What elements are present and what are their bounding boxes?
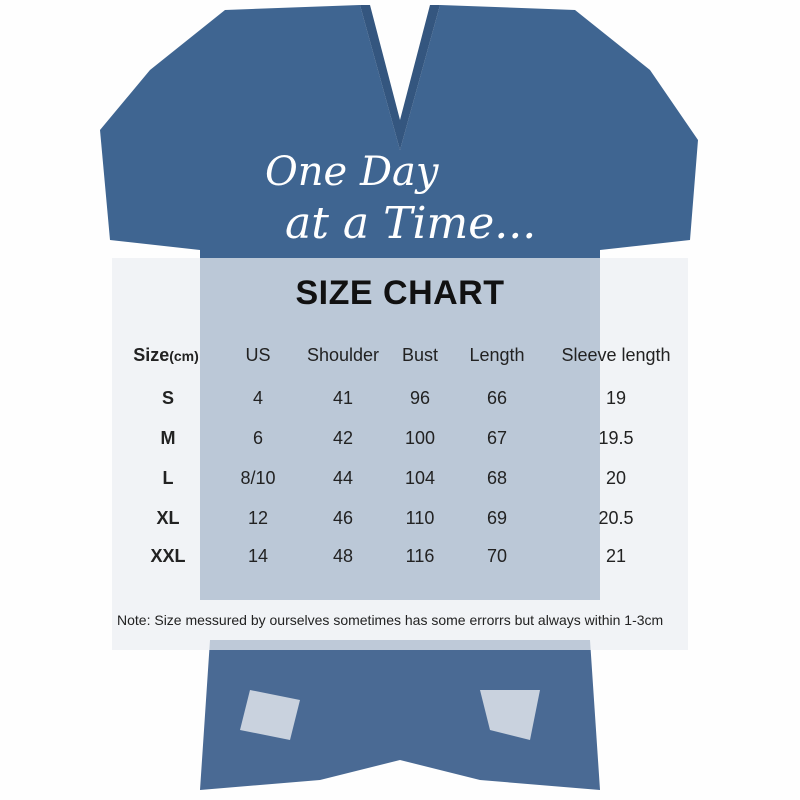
cell-shoulder: 42 — [332, 428, 354, 448]
cell-sleeve: 20 — [605, 468, 627, 488]
shirt-print-line1: One Day — [265, 149, 439, 195]
cell-length: 69 — [486, 508, 508, 528]
header-size-label: Size — [133, 345, 170, 365]
header-size: Size(cm) — [133, 345, 199, 366]
cell-us: 8/10 — [240, 468, 276, 488]
cell-us: 14 — [247, 546, 269, 566]
cell-size: S — [161, 388, 175, 408]
header-us: US — [245, 345, 271, 365]
shirt-print-line2: at a Time... — [285, 198, 537, 249]
header-sleeve-length: Sleeve length — [561, 345, 671, 365]
cell-size: XL — [156, 508, 180, 528]
cell-sleeve: 20.5 — [598, 508, 634, 528]
cell-size: XXL — [150, 546, 186, 566]
cell-size: L — [162, 468, 174, 488]
measurement-note: Note: Size messured by ourselves sometim… — [117, 612, 664, 628]
cell-length: 67 — [486, 428, 508, 448]
header-size-unit: (cm) — [169, 348, 199, 364]
cell-shoulder: 46 — [332, 508, 354, 528]
cell-shoulder: 41 — [332, 388, 354, 408]
cell-length: 66 — [486, 388, 508, 408]
header-bust: Bust — [401, 345, 439, 365]
header-length: Length — [469, 345, 525, 365]
cell-bust: 96 — [409, 388, 431, 408]
cell-shoulder: 48 — [332, 546, 354, 566]
size-chart-panel — [112, 258, 688, 650]
cell-us: 4 — [252, 388, 264, 408]
cell-bust: 104 — [404, 468, 436, 488]
shorts-image — [200, 640, 600, 790]
size-chart-title: SIZE CHART — [295, 274, 505, 312]
cell-length: 68 — [486, 468, 508, 488]
cell-us: 6 — [252, 428, 264, 448]
cell-sleeve: 21 — [605, 546, 627, 566]
cell-us: 12 — [247, 508, 269, 528]
header-shoulder: Shoulder — [306, 345, 380, 365]
cell-bust: 100 — [404, 428, 436, 448]
cell-length: 70 — [486, 546, 508, 566]
cell-sleeve: 19 — [605, 388, 627, 408]
cell-sleeve: 19.5 — [598, 428, 634, 448]
cell-shoulder: 44 — [332, 468, 354, 488]
cell-size: M — [160, 428, 176, 448]
cell-bust: 116 — [405, 546, 435, 566]
cell-bust: 110 — [405, 508, 435, 528]
